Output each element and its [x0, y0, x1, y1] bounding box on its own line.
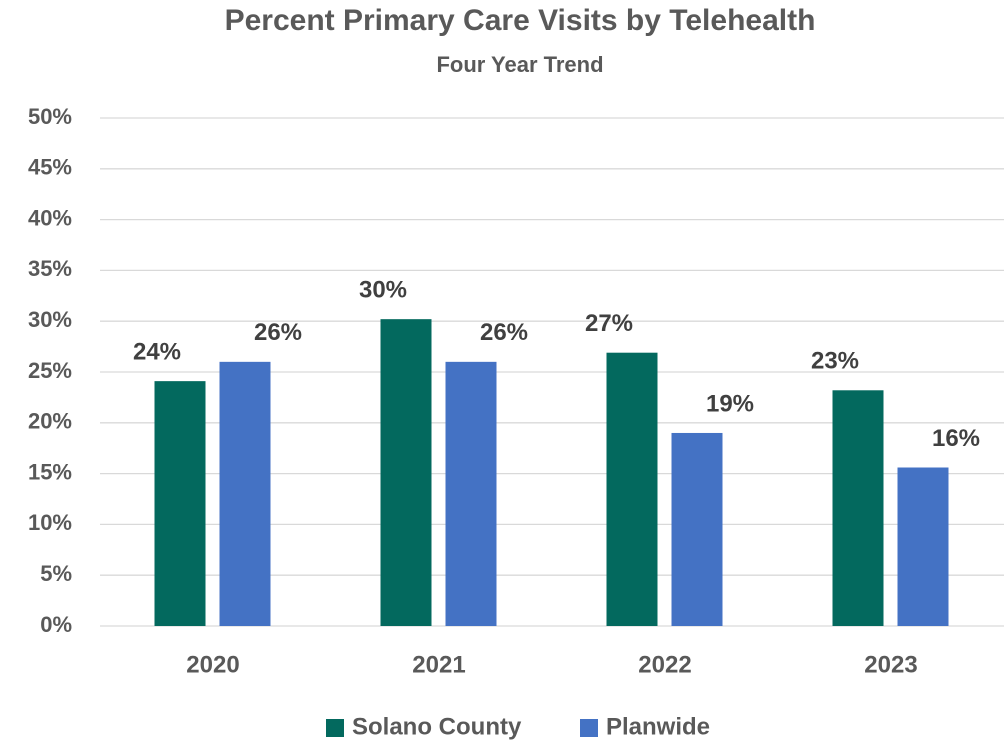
y-tick-label: 0%: [40, 612, 72, 637]
data-label: 26%: [480, 319, 528, 346]
y-tick-label: 20%: [28, 409, 72, 434]
bar: [606, 352, 658, 626]
x-tick-label: 2020: [186, 651, 239, 678]
legend-swatch: [580, 719, 598, 737]
y-tick-label: 25%: [28, 358, 72, 383]
y-tick-label: 50%: [28, 104, 72, 129]
bar: [154, 381, 206, 626]
bar: [897, 467, 949, 626]
y-tick-label: 10%: [28, 510, 72, 535]
y-tick-label: 5%: [40, 561, 72, 586]
y-tick-label: 35%: [28, 256, 72, 281]
data-label: 24%: [133, 338, 181, 365]
bar: [380, 319, 432, 626]
bar: [219, 361, 271, 626]
data-label: 26%: [254, 319, 302, 346]
x-tick-label: 2022: [638, 651, 691, 678]
y-tick-label: 15%: [28, 459, 72, 484]
data-label: 16%: [932, 425, 980, 452]
data-label: 27%: [585, 310, 633, 337]
y-tick-label: 40%: [28, 205, 72, 230]
y-tick-label: 45%: [28, 155, 72, 180]
legend-label: Solano County: [352, 713, 522, 740]
x-tick-label: 2021: [412, 651, 465, 678]
x-tick-label: 2023: [864, 651, 917, 678]
y-tick-label: 30%: [28, 307, 72, 332]
bar: [671, 432, 723, 626]
legend-label: Planwide: [606, 713, 710, 740]
bar: [445, 361, 497, 626]
data-label: 23%: [811, 348, 859, 375]
chart-title: Percent Primary Care Visits by Telehealt…: [225, 4, 816, 37]
data-label: 30%: [359, 277, 407, 304]
legend-swatch: [326, 719, 344, 737]
bar: [832, 390, 884, 626]
data-label: 19%: [706, 390, 754, 417]
chart-subtitle: Four Year Trend: [436, 52, 603, 77]
